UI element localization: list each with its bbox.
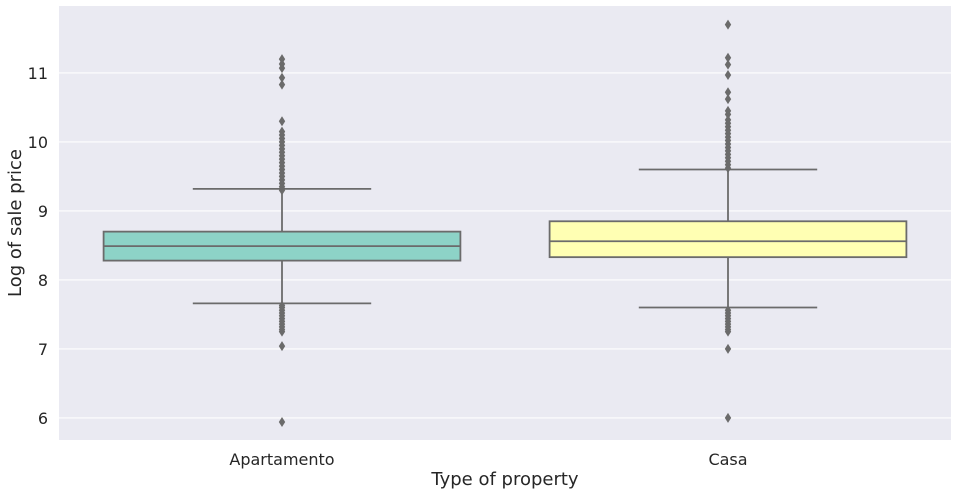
x-tick-label-casa: Casa xyxy=(708,450,747,469)
x-tick-label-apartamento: Apartamento xyxy=(229,450,334,469)
outlier-casa-28 xyxy=(724,94,732,105)
outlier-casa-27 xyxy=(724,105,732,116)
y-tick-label-9: 9 xyxy=(38,202,48,221)
x-tick-labels: Apartamento Casa xyxy=(229,450,747,469)
box-apartamento xyxy=(102,54,462,428)
outlier-casa-0 xyxy=(724,412,732,423)
y-tick-labels: 6 7 8 9 10 11 xyxy=(28,64,48,428)
x-axis-title: Type of property xyxy=(430,469,579,490)
y-tick-label-6: 6 xyxy=(38,409,48,428)
y-tick-label-8: 8 xyxy=(38,271,48,290)
outlier-apartamento-30 xyxy=(278,126,286,137)
y-tick-label-10: 10 xyxy=(28,133,48,152)
outlier-apartamento-33 xyxy=(278,72,286,83)
y-tick-label-11: 11 xyxy=(28,64,48,83)
outlier-casa-30 xyxy=(724,69,732,80)
outlier-apartamento-31 xyxy=(278,116,286,127)
outlier-casa-31 xyxy=(724,59,732,70)
outlier-apartamento-0 xyxy=(278,417,286,428)
gridlines xyxy=(59,72,951,419)
outlier-casa-32 xyxy=(724,52,732,63)
outlier-casa-25 xyxy=(724,114,732,125)
iqr-box-casa xyxy=(548,220,908,259)
outlier-apartamento-32 xyxy=(278,79,286,90)
y-axis-title: Log of sale price xyxy=(5,149,26,297)
outlier-casa-33 xyxy=(724,19,732,30)
y-tick-label-7: 7 xyxy=(38,340,48,359)
outlier-casa-29 xyxy=(724,87,732,98)
outlier-apartamento-36 xyxy=(278,54,286,65)
outlier-apartamento-1 xyxy=(278,341,286,352)
outlier-casa-1 xyxy=(724,343,732,354)
outlier-casa-10 xyxy=(724,305,732,316)
boxes xyxy=(102,19,908,428)
outlier-apartamento-12 xyxy=(278,300,286,311)
box-casa xyxy=(548,19,908,423)
